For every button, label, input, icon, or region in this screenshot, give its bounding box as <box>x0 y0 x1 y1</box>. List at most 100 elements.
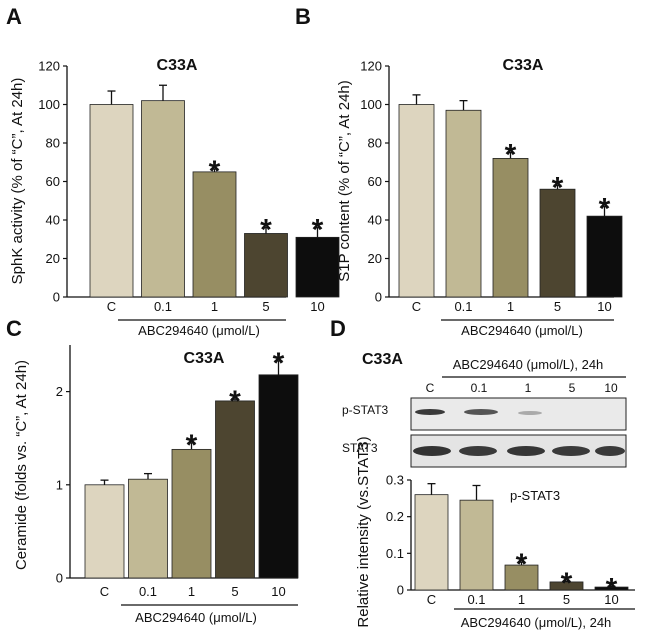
blot-header: ABC294640 (μmol/L), 24h <box>453 357 604 372</box>
significance-star: * <box>516 548 528 581</box>
x-tick-label: 1 <box>188 584 195 599</box>
y-tick-label: 40 <box>46 213 60 228</box>
x-tick-label: 10 <box>604 592 618 607</box>
x-tick-label: 0.1 <box>139 584 157 599</box>
blot-row-label-pstat3: p-STAT3 <box>342 403 389 417</box>
y-tick-label: 80 <box>46 136 60 151</box>
band-stat3-1 <box>507 446 545 456</box>
bar-b-4 <box>586 215 623 298</box>
bar-c-1 <box>128 478 168 579</box>
y-tick-label: 120 <box>360 59 382 74</box>
y-tick-label: 60 <box>368 174 382 189</box>
band-stat3-5 <box>552 446 590 456</box>
x-tick-label: 10 <box>271 584 285 599</box>
significance-star: * <box>606 572 618 605</box>
bar-a-0 <box>89 104 134 298</box>
y-axis-label: S1P content (% of “C”, At 24h) <box>336 80 353 282</box>
blot-lane-0-1: 0.1 <box>471 381 488 395</box>
blot-lane-5: 5 <box>569 381 576 395</box>
western-blot: ABC294640 (μmol/L), 24h C 0.1 1 5 10 p-S… <box>342 357 627 468</box>
x-tick-label: 10 <box>597 299 611 314</box>
x-tick-label: 5 <box>554 299 561 314</box>
panel-letter-c: C <box>6 316 22 341</box>
chart-b: 0 20 40 60 80 100 120 S1P content (% of “C”, At… <box>336 59 623 338</box>
band-pstat3-0-1 <box>464 409 498 415</box>
blot-band-box-pstat3 <box>410 397 627 431</box>
y-tick-label: 1 <box>56 477 63 492</box>
panel-d-title: C33A <box>362 351 403 368</box>
panel-letter-b: B <box>295 4 311 29</box>
x-tick-label: 1 <box>507 299 514 314</box>
y-tick-label: 2 <box>56 384 63 399</box>
chart-d-title: p-STAT3 <box>510 488 560 503</box>
significance-star: * <box>599 193 611 226</box>
x-tick-label: 5 <box>563 592 570 607</box>
y-tick-label: 0.1 <box>386 546 404 561</box>
x-tick-label: 1 <box>211 299 218 314</box>
blot-lane-c: C <box>426 381 435 395</box>
y-tick-label: 0 <box>53 290 60 305</box>
y-tick-label: 60 <box>46 174 60 189</box>
x-tick-label: 1 <box>518 592 525 607</box>
bar-a-3 <box>244 233 288 298</box>
band-stat3-10 <box>595 446 625 456</box>
y-tick-label: 0 <box>375 290 382 305</box>
y-tick-label: 40 <box>368 213 382 228</box>
significance-star: * <box>312 214 324 247</box>
y-axis-label: Ceramide (folds vs. “C”, At 24h) <box>13 360 30 570</box>
bar-c-2 <box>171 448 212 579</box>
y-tick-label: 20 <box>368 251 382 266</box>
x-tick-label: 5 <box>262 299 269 314</box>
x-tick-label: C <box>100 584 109 599</box>
bar-c-3 <box>215 400 255 579</box>
x-tick-label: 0.1 <box>154 299 172 314</box>
significance-star: * <box>505 139 517 172</box>
band-stat3-0-1 <box>459 446 497 456</box>
y-tick-label: 100 <box>360 97 382 112</box>
bar-c-0 <box>84 484 125 579</box>
significance-star: * <box>260 214 272 247</box>
x-tick-label: 0.1 <box>454 299 472 314</box>
bar-b-1 <box>445 109 482 298</box>
significance-star: * <box>561 567 573 600</box>
bar-a-1 <box>141 100 185 298</box>
chart-c: 0 1 2 Ceramide (folds vs. “C”, At 24h) C 0.1 *… <box>13 345 299 625</box>
y-tick-label: 0.3 <box>386 473 404 488</box>
y-tick-label: 120 <box>38 59 60 74</box>
blot-row-label-stat3: STAT3 <box>342 441 378 455</box>
bar-b-0 <box>398 104 435 298</box>
y-tick-label: 20 <box>46 251 60 266</box>
y-tick-label: 100 <box>38 97 60 112</box>
y-axis-label: SphK activity (% of “C”, At 24h) <box>9 78 26 285</box>
y-tick-label: 80 <box>368 136 382 151</box>
blot-lane-10: 10 <box>604 381 618 395</box>
y-tick-label: 0 <box>397 583 404 598</box>
bar-b-2 <box>492 157 529 298</box>
bar-c-4 <box>258 374 299 579</box>
blot-lane-1: 1 <box>525 381 532 395</box>
y-axis-label: Relative intensity (vs.STAT3) <box>355 436 372 627</box>
band-pstat3-1 <box>518 411 542 415</box>
panel-c-title: C33A <box>184 350 225 367</box>
x-tick-label: 0.1 <box>467 592 485 607</box>
band-pstat3-c <box>415 409 445 415</box>
panel-letter-a: A <box>6 4 22 29</box>
significance-star: * <box>552 171 564 204</box>
band-stat3-c <box>413 446 451 456</box>
significance-star: * <box>209 155 221 188</box>
chart-d: 0 0.1 0.2 0.3 Relative intensity (vs.STAT3) C… <box>355 436 635 630</box>
significance-star: * <box>229 385 241 418</box>
panel-letter-d: D <box>330 316 346 341</box>
x-axis-label: ABC294640 (μmol/L) <box>461 323 583 338</box>
bar-a-2 <box>192 171 237 298</box>
x-tick-label: C <box>427 592 436 607</box>
x-tick-label: C <box>412 299 421 314</box>
x-axis-label: ABC294640 (μmol/L) <box>138 323 260 338</box>
x-tick-label: C <box>107 299 116 314</box>
significance-star: * <box>186 429 198 462</box>
x-axis-label: ABC294640 (μmol/L) <box>135 610 257 625</box>
y-tick-label: 0 <box>56 571 63 586</box>
bar-d-1 <box>459 499 494 591</box>
